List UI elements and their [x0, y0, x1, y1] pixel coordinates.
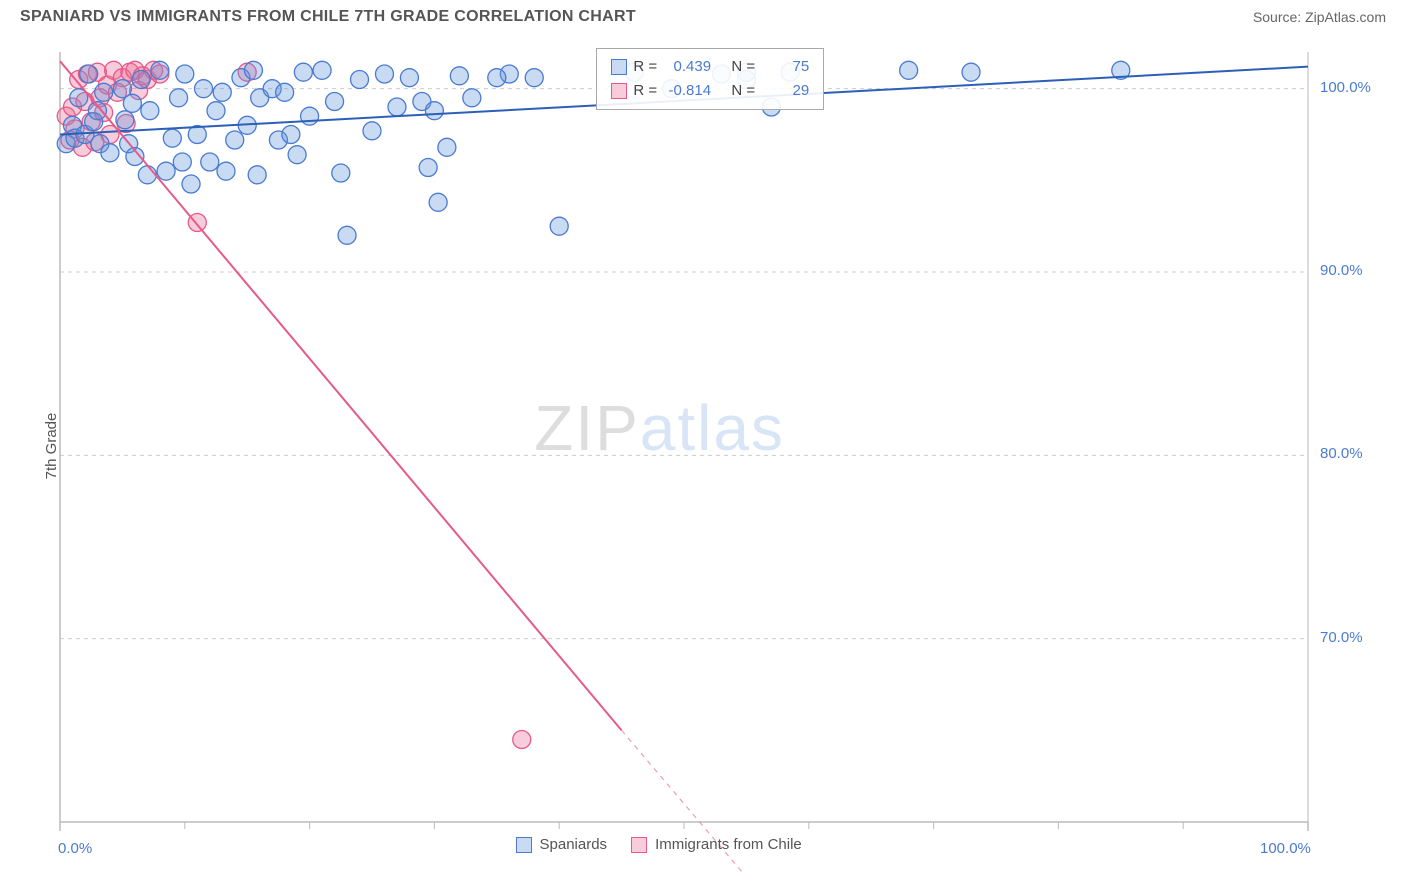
legend-row-chile: R = -0.814 N = 29	[611, 79, 809, 103]
r-label: R =	[633, 79, 657, 103]
r-value-spaniards: 0.439	[663, 55, 711, 79]
legend-label-chile: Immigrants from Chile	[655, 836, 802, 853]
n-value-chile: 29	[761, 79, 809, 103]
source-prefix: Source:	[1253, 9, 1305, 25]
y-tick-label: 100.0%	[1320, 79, 1371, 96]
x-tick-label: 100.0%	[1260, 840, 1311, 857]
swatch-spaniards	[516, 837, 532, 853]
chart-title: SPANIARD VS IMMIGRANTS FROM CHILE 7TH GR…	[20, 8, 636, 26]
chart-area: ZIPatlas R = 0.439 N = 75 R = -0.814 N =…	[52, 46, 1396, 872]
scatter-plot	[52, 46, 1396, 872]
legend-item-chile: Immigrants from Chile	[631, 836, 802, 853]
swatch-chile	[631, 837, 647, 853]
legend-row-spaniards: R = 0.439 N = 75	[611, 55, 809, 79]
source-attribution: Source: ZipAtlas.com	[1253, 9, 1386, 25]
x-tick-label: 0.0%	[58, 840, 92, 857]
y-tick-label: 90.0%	[1320, 262, 1363, 279]
n-label: N =	[731, 79, 755, 103]
n-label: N =	[731, 55, 755, 79]
swatch-chile	[611, 83, 627, 99]
y-tick-label: 70.0%	[1320, 629, 1363, 646]
y-tick-label: 80.0%	[1320, 445, 1363, 462]
legend-label-spaniards: Spaniards	[540, 836, 608, 853]
swatch-spaniards	[611, 59, 627, 75]
n-value-spaniards: 75	[761, 55, 809, 79]
r-value-chile: -0.814	[663, 79, 711, 103]
source-link[interactable]: ZipAtlas.com	[1305, 9, 1386, 25]
r-label: R =	[633, 55, 657, 79]
legend-item-spaniards: Spaniards	[516, 836, 608, 853]
series-legend: Spaniards Immigrants from Chile	[516, 836, 802, 853]
correlation-legend: R = 0.439 N = 75 R = -0.814 N = 29	[596, 48, 824, 110]
